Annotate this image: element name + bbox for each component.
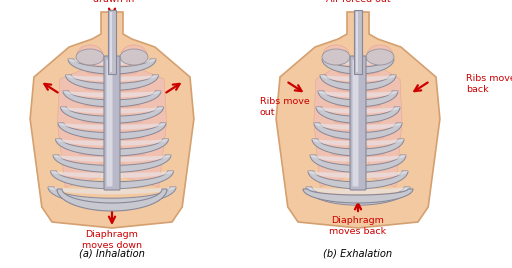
Polygon shape [308, 171, 408, 189]
Polygon shape [63, 91, 161, 97]
Polygon shape [308, 171, 408, 178]
Text: (b) Exhalation: (b) Exhalation [324, 248, 393, 258]
Bar [354, 10, 362, 74]
Ellipse shape [335, 86, 380, 92]
Text: Ribs move
out: Ribs move out [260, 97, 310, 117]
Ellipse shape [78, 151, 145, 157]
Ellipse shape [77, 45, 103, 65]
Polygon shape [320, 75, 396, 90]
Polygon shape [60, 107, 163, 113]
Ellipse shape [336, 69, 379, 76]
Text: (a) Inhalation: (a) Inhalation [79, 248, 145, 258]
Polygon shape [58, 123, 166, 130]
Polygon shape [364, 57, 402, 187]
Ellipse shape [76, 49, 104, 65]
Text: Air forced out: Air forced out [326, 0, 390, 4]
Ellipse shape [86, 69, 138, 76]
Ellipse shape [331, 151, 386, 157]
Ellipse shape [367, 45, 393, 65]
Polygon shape [314, 123, 402, 130]
Polygon shape [55, 139, 168, 156]
Polygon shape [63, 91, 161, 107]
FancyBboxPatch shape [106, 59, 113, 187]
Polygon shape [318, 91, 398, 107]
Polygon shape [322, 59, 394, 74]
Polygon shape [314, 57, 352, 187]
Polygon shape [303, 189, 413, 203]
Polygon shape [57, 57, 106, 187]
Polygon shape [310, 155, 406, 162]
Polygon shape [60, 107, 163, 123]
Polygon shape [30, 12, 194, 228]
Polygon shape [310, 155, 406, 172]
Bar [108, 10, 116, 74]
Polygon shape [66, 75, 159, 81]
Ellipse shape [121, 45, 147, 65]
Text: Diaphragm
moves down: Diaphragm moves down [82, 230, 142, 250]
Polygon shape [318, 91, 398, 97]
Ellipse shape [84, 86, 140, 92]
Bar [110, 12, 112, 72]
Polygon shape [312, 139, 404, 156]
Polygon shape [66, 75, 159, 90]
Ellipse shape [120, 49, 148, 65]
Polygon shape [306, 187, 410, 205]
Polygon shape [316, 107, 400, 113]
Text: Air is
drawn in: Air is drawn in [93, 0, 135, 4]
Polygon shape [48, 187, 176, 205]
Polygon shape [320, 75, 396, 81]
Ellipse shape [333, 118, 383, 125]
Polygon shape [276, 12, 440, 228]
Polygon shape [58, 123, 166, 140]
Polygon shape [48, 187, 176, 194]
FancyBboxPatch shape [104, 56, 120, 190]
Polygon shape [51, 171, 174, 178]
FancyBboxPatch shape [352, 59, 358, 187]
Polygon shape [118, 57, 166, 187]
Polygon shape [51, 171, 174, 189]
Ellipse shape [323, 45, 349, 65]
Ellipse shape [332, 135, 384, 141]
Polygon shape [68, 59, 156, 65]
Ellipse shape [80, 135, 144, 141]
Polygon shape [53, 155, 171, 172]
Ellipse shape [322, 49, 350, 65]
Text: Diaphragm
moves back: Diaphragm moves back [329, 216, 387, 236]
Polygon shape [306, 187, 410, 194]
Polygon shape [314, 123, 402, 140]
Polygon shape [68, 59, 156, 74]
Polygon shape [53, 155, 171, 162]
Ellipse shape [334, 102, 382, 108]
Ellipse shape [81, 118, 143, 125]
Ellipse shape [83, 102, 141, 108]
Polygon shape [57, 189, 167, 211]
Text: Ribs move
back: Ribs move back [466, 74, 512, 94]
FancyBboxPatch shape [350, 56, 366, 190]
Bar [355, 12, 358, 72]
Polygon shape [322, 59, 394, 65]
Polygon shape [316, 107, 400, 123]
Ellipse shape [366, 49, 394, 65]
Polygon shape [55, 139, 168, 146]
Polygon shape [312, 139, 404, 146]
